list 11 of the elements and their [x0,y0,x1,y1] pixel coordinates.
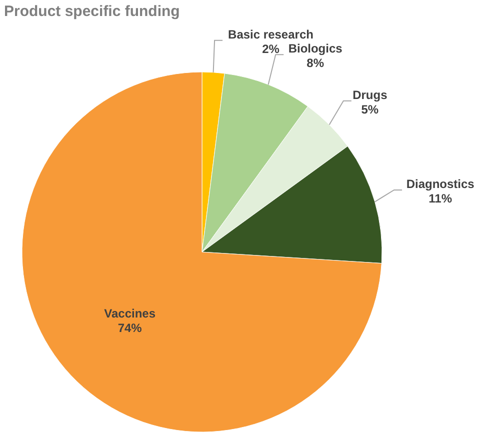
slice-label: Biologics [288,42,343,56]
data-label: 5% [361,102,379,116]
chart-title: Product specific funding [4,3,180,20]
slice-label: Basic research [228,27,314,42]
slice-label: Diagnostics [406,176,475,191]
data-label: 74% [118,320,142,335]
slice-label: Vaccines [104,306,156,320]
data-label: 2% [262,42,280,56]
data-label: 8% [306,56,324,70]
slice-label: Drugs [352,88,388,102]
data-label: 11% [428,191,452,206]
